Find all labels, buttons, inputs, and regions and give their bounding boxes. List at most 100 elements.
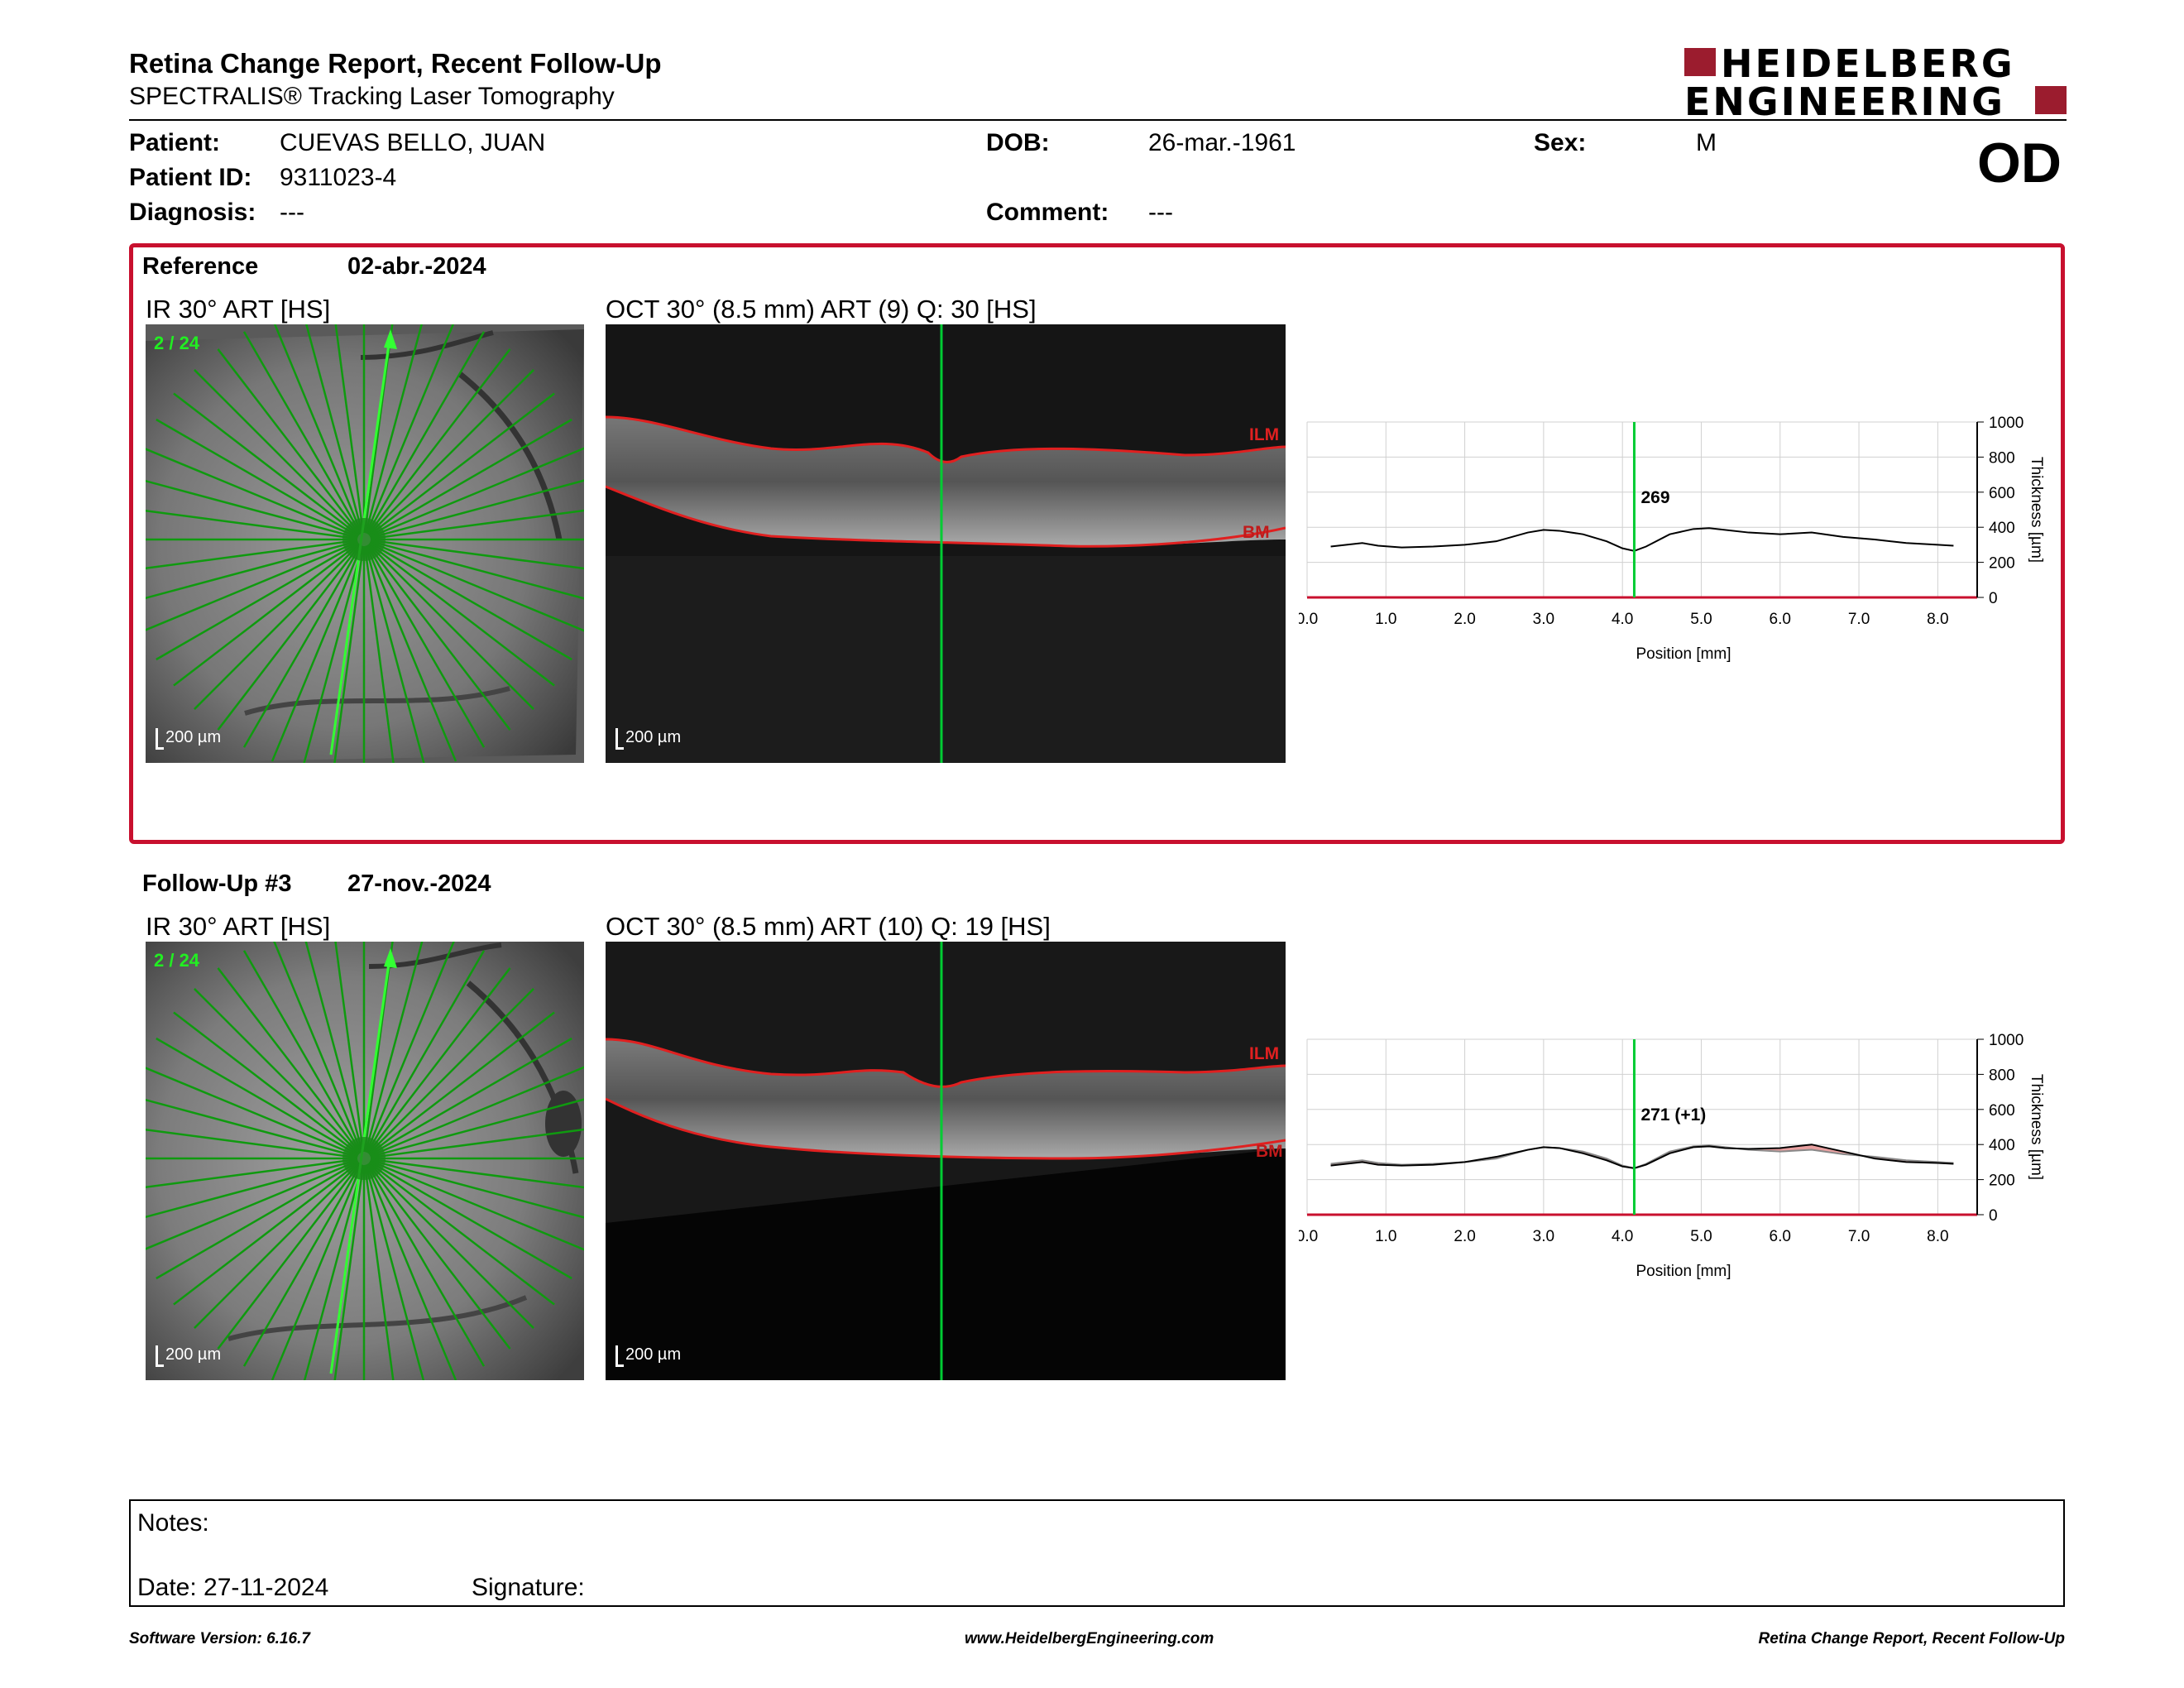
scan-ray [334, 942, 365, 1153]
scan-ray [367, 543, 534, 710]
followup-oct-image[interactable]: ILM BM 200 µm [606, 942, 1286, 1380]
x-tick-label: 4.0 [1612, 1228, 1633, 1245]
patient-id-label: Patient ID: [129, 164, 252, 191]
scan-ray [146, 1158, 358, 1219]
scan-ray [146, 1098, 358, 1158]
scan-ray [242, 331, 362, 535]
x-tick-label: 2.0 [1454, 611, 1475, 628]
notes-label: Notes: [137, 1509, 209, 1537]
scan-ray [173, 392, 360, 537]
scan-ray [156, 541, 359, 661]
scale-bar-icon [156, 728, 158, 750]
scan-ray [364, 324, 423, 534]
oct-scale-label: 200 µm [625, 728, 682, 746]
sex-value: M [1696, 129, 1717, 156]
followup-oct-title: OCT 30° (8.5 mm) ART (10) Q: 19 [HS] [606, 912, 1051, 941]
scan-ray [370, 539, 584, 570]
scan-ray [369, 447, 584, 539]
ir-counter: 2 / 24 [154, 333, 200, 353]
ir-scale-label: 200 µm [165, 1345, 222, 1364]
y-tick-label: 400 [1989, 1137, 2015, 1154]
scan-ray [217, 348, 362, 535]
footer-report: Retina Change Report, Recent Follow-Up [1758, 1630, 2065, 1647]
scan-ray [363, 545, 395, 763]
scale-bar-icon [615, 728, 618, 750]
y-tick-label: 1000 [1989, 415, 2024, 432]
notes-box: Notes: Date: 27-11-2024 Signature: [129, 1499, 2065, 1607]
scan-ray [194, 369, 361, 536]
x-tick-label: 7.0 [1848, 611, 1870, 628]
scan-ray [364, 942, 424, 1153]
scan-ray [146, 539, 358, 570]
followup-date: 27-nov.-2024 [347, 870, 491, 897]
scan-ray [370, 539, 584, 600]
scan-ray [242, 950, 362, 1153]
scan-ray [242, 1163, 362, 1367]
diagnosis-value: --- [280, 199, 304, 226]
x-tick-label: 0.0 [1299, 611, 1318, 628]
scan-ray [370, 1158, 584, 1219]
x-tick-label: 1.0 [1375, 1228, 1396, 1245]
x-tick-label: 5.0 [1690, 1228, 1712, 1245]
scan-ray [369, 1159, 584, 1251]
scan-ray [242, 544, 362, 748]
scan-ray [367, 1162, 534, 1329]
y-tick-label: 200 [1989, 1172, 2015, 1190]
scan-ray [146, 448, 359, 539]
scan-ray [367, 988, 534, 1155]
scan-ray [368, 542, 555, 687]
scale-bar-icon [156, 1345, 158, 1367]
scan-ray [273, 942, 363, 1153]
scan-ray [173, 1011, 360, 1156]
scan-ray [303, 1164, 364, 1380]
scale-bar-icon [156, 747, 164, 750]
scan-ray [368, 392, 555, 537]
followup-label: Follow-Up #3 [142, 870, 292, 897]
x-tick-label: 3.0 [1533, 611, 1554, 628]
followup-ir-image[interactable]: 2 / 24 200 µm [146, 942, 584, 1380]
scan-ray [370, 479, 584, 539]
scan-ray [369, 1037, 572, 1157]
scan-ray [364, 1164, 425, 1380]
ilm-label: ILM [1249, 1044, 1280, 1063]
dob-value: 26-mar.-1961 [1148, 129, 1296, 156]
scan-ray [366, 950, 486, 1153]
x-tick-label: 1.0 [1375, 611, 1396, 628]
reference-date: 02-abr.-2024 [347, 253, 486, 280]
scan-ray [271, 544, 363, 762]
scan-ray [217, 1163, 362, 1350]
scan-ray [217, 967, 362, 1154]
scan-pattern [146, 942, 584, 1380]
footer-website[interactable]: www.HeidelbergEngineering.com [965, 1630, 1214, 1647]
scan-pattern [146, 324, 584, 763]
marker-value-label: 269 [1640, 488, 1669, 507]
scan-ray [146, 1159, 359, 1250]
scan-ray [146, 1158, 358, 1189]
scan-ray [365, 324, 455, 535]
patient-label: Patient: [129, 129, 221, 156]
notes-date: Date: 27-11-2024 [137, 1574, 329, 1601]
scan-ray [368, 1161, 555, 1306]
scan-ray [366, 967, 511, 1154]
scan-ray [366, 331, 486, 535]
y-tick-label: 800 [1989, 449, 2015, 467]
reference-oct-image[interactable]: ILM BM 200 µm [606, 324, 1286, 763]
logo-line2: ENGINEERING [1684, 79, 2005, 124]
heidelberg-logo: HEIDELBERG ENGINEERING [1684, 45, 2067, 124]
scan-ray [194, 1162, 361, 1329]
scan-ray [146, 539, 358, 600]
reference-ir-image[interactable]: 2 / 24 200 µm [146, 324, 584, 763]
scan-ray [365, 1163, 457, 1380]
ilm-label: ILM [1249, 425, 1280, 444]
marker-value-label: 271 (+1) [1640, 1105, 1706, 1125]
y-tick-label: 1000 [1989, 1032, 2024, 1049]
scan-ray [369, 540, 584, 632]
scan-ray [369, 541, 572, 661]
x-tick-label: 7.0 [1848, 1228, 1870, 1245]
scan-ray [333, 545, 365, 763]
signature-label: Signature: [472, 1574, 585, 1601]
scale-bar-icon [615, 1345, 618, 1367]
x-tick-label: 2.0 [1454, 1228, 1475, 1245]
scan-ray [217, 544, 362, 731]
scan-ray [156, 1160, 359, 1280]
